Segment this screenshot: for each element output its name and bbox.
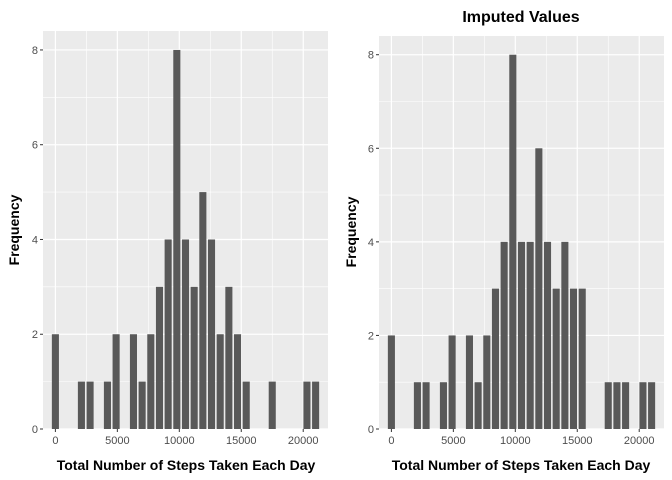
histogram-bar	[517, 241, 526, 429]
histogram-bar	[535, 148, 543, 430]
x-tick-labels-left: 0 5000 10000 15000 20000	[52, 429, 319, 447]
histogram-bar	[112, 334, 120, 429]
histogram-bar	[129, 334, 137, 429]
histogram-bar	[526, 241, 534, 429]
x-tick-label: 20000	[288, 435, 319, 447]
bars-left	[51, 49, 320, 429]
histogram-bar	[465, 335, 473, 429]
histogram-bar	[543, 241, 552, 429]
x-tick-label: 15000	[226, 435, 257, 447]
histogram-bar	[234, 334, 242, 429]
histogram-bar	[173, 49, 181, 429]
x-tick-label: 20000	[624, 435, 655, 447]
x-tick-label: 5000	[105, 435, 129, 447]
histogram-bar	[190, 286, 198, 429]
x-tick-label: 10000	[500, 435, 531, 447]
x-tick-label: 0	[52, 435, 58, 447]
histogram-bar	[86, 381, 94, 429]
histogram-bar	[604, 382, 612, 429]
histogram-bar	[77, 381, 85, 429]
y-tick-label: 6	[368, 143, 374, 155]
histogram-bar	[648, 382, 656, 429]
histogram-bar	[613, 382, 621, 429]
histogram-bar	[199, 192, 207, 429]
plot-title-right: Imputed Values	[462, 9, 579, 26]
histogram-bar	[155, 286, 164, 429]
x-tick-label: 10000	[164, 435, 195, 447]
histogram-bar	[138, 381, 146, 429]
y-tick-label: 8	[368, 50, 374, 62]
y-tick-label: 4	[32, 234, 38, 246]
histogram-bar	[303, 381, 311, 429]
histogram-bar	[413, 382, 421, 429]
histogram-bar	[312, 381, 320, 429]
histogram-bar	[242, 381, 250, 429]
histogram-bar	[500, 241, 508, 429]
x-tick-label: 15000	[562, 435, 593, 447]
histogram-bar	[639, 382, 647, 429]
histogram-bar	[103, 381, 111, 429]
histogram-left: 0 5000 10000 15000 20000 0 2 4 6 8 Total Number …	[6, 31, 328, 473]
histogram-bar	[387, 335, 395, 429]
histogram-bar	[164, 239, 172, 429]
histogram-bar	[181, 239, 190, 429]
y-tick-labels-right: 0 2 4 6 8	[368, 50, 379, 436]
histogram-bar	[552, 288, 560, 429]
histogram-right: Imputed Values 0 5000 10000 15000 20000 0 2 4 6…	[343, 9, 664, 473]
histogram-bar	[268, 381, 276, 429]
histogram-bar	[216, 334, 224, 429]
y-tick-label: 0	[368, 424, 374, 436]
y-tick-label: 2	[32, 329, 38, 341]
histogram-bar	[622, 382, 630, 429]
histogram-bar	[422, 382, 430, 429]
y-tick-labels-left: 0 2 4 6 8	[32, 45, 43, 436]
histogram-bar	[578, 288, 586, 429]
y-tick-label: 2	[368, 330, 374, 342]
y-axis-title-right: Frequency	[343, 196, 359, 267]
histogram-bar	[439, 382, 447, 429]
y-tick-label: 0	[32, 424, 38, 436]
x-axis-title-left: Total Number of Steps Taken Each Day	[57, 457, 316, 473]
bars-right	[387, 54, 656, 430]
histogram-bar	[483, 335, 491, 429]
x-tick-labels-right: 0 5000 10000 15000 20000	[388, 429, 655, 447]
histogram-bar	[509, 54, 517, 429]
histogram-bar	[51, 334, 59, 429]
histogram-bar	[225, 286, 233, 429]
y-tick-label: 8	[32, 45, 38, 57]
histogram-bar	[561, 241, 569, 429]
y-tick-label: 6	[32, 140, 38, 152]
histogram-bar	[474, 382, 482, 429]
histogram-bar	[207, 239, 216, 429]
histogram-bar	[570, 288, 578, 429]
histogram-bar	[491, 288, 500, 429]
x-tick-label: 0	[388, 435, 394, 447]
x-axis-title-right: Total Number of Steps Taken Each Day	[392, 457, 651, 473]
histogram-bar	[147, 334, 155, 429]
y-tick-label: 4	[368, 237, 374, 249]
histogram-bar	[448, 335, 456, 429]
x-tick-label: 5000	[441, 435, 465, 447]
y-axis-title-left: Frequency	[6, 194, 22, 265]
